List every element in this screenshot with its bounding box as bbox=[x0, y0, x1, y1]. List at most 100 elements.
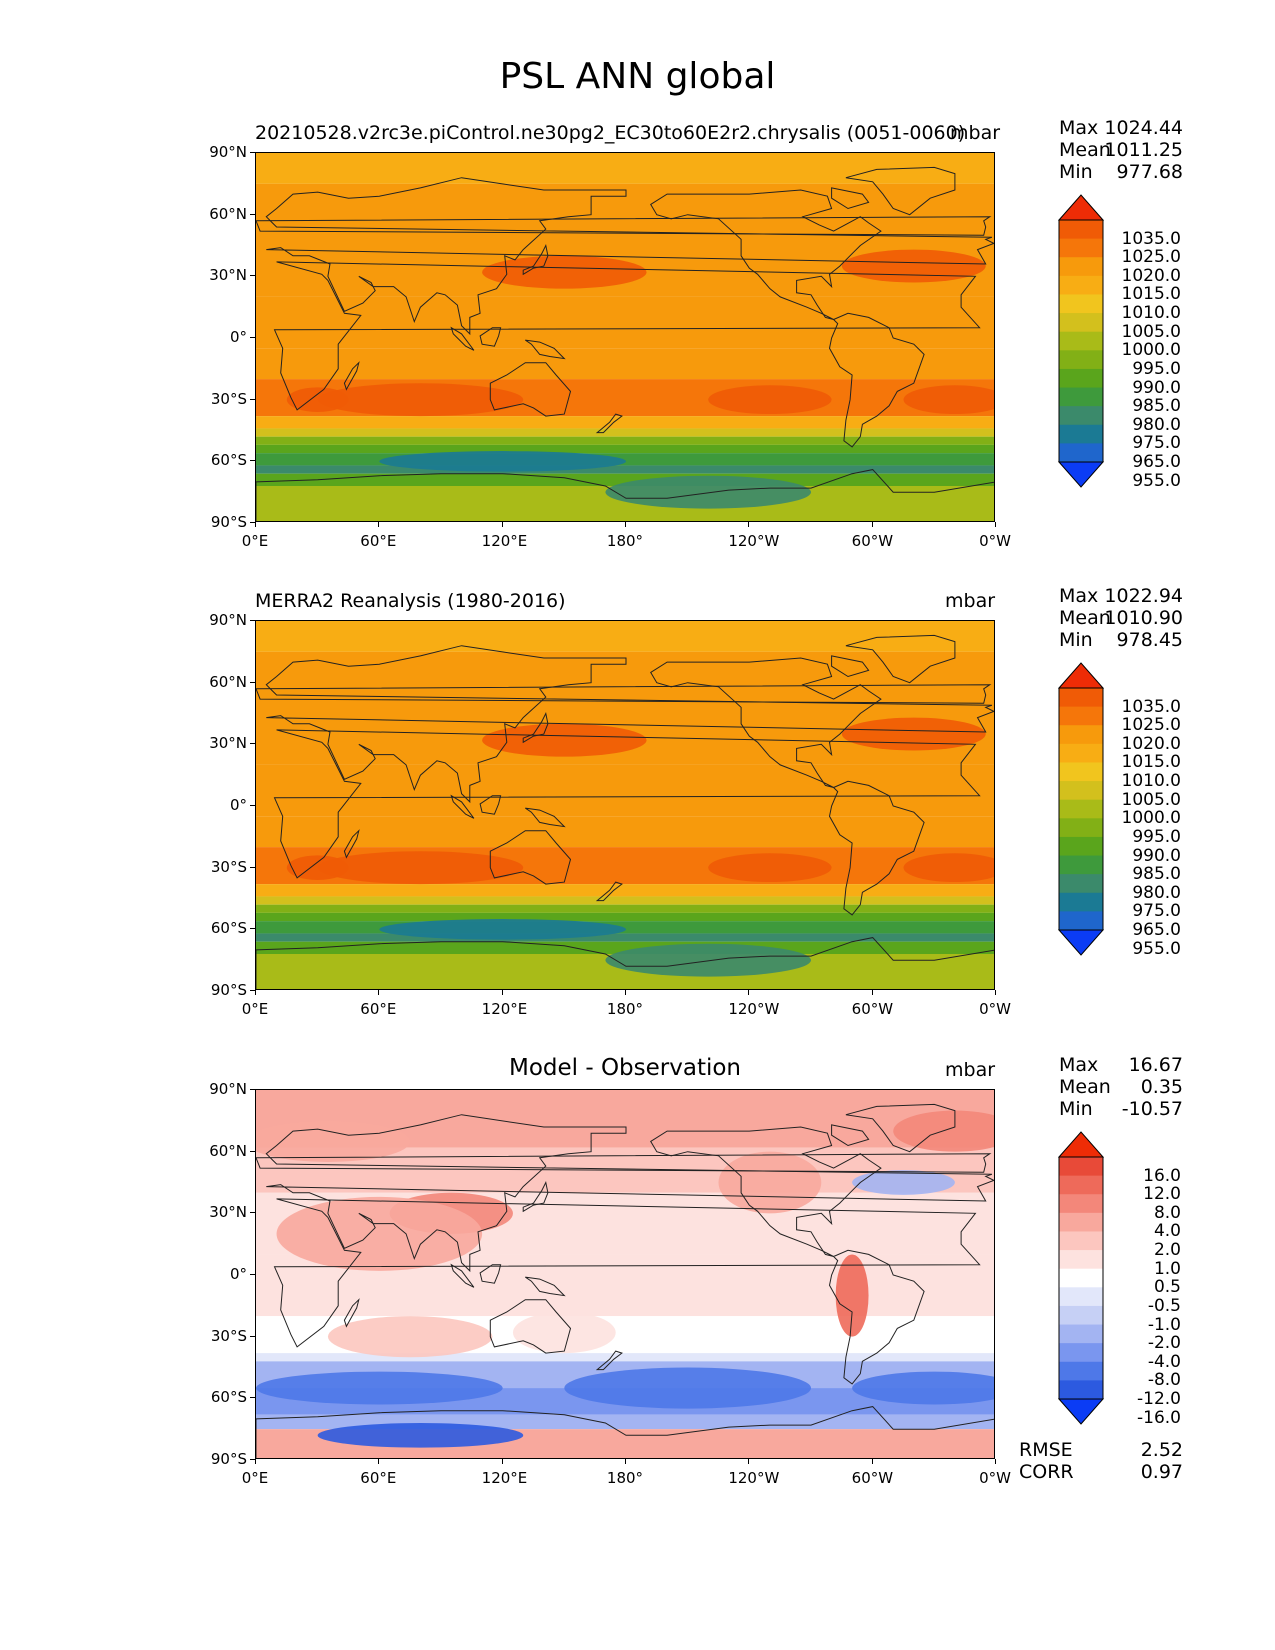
panel-1-map-svg bbox=[256, 153, 994, 521]
coastline-madagascar bbox=[343, 361, 360, 391]
lat-tick-label: 90°S bbox=[210, 981, 247, 999]
lon-tick-mark bbox=[255, 1459, 256, 1464]
lat-tick-label: 30°N bbox=[209, 1203, 247, 1222]
panel-3-field-feature bbox=[852, 1170, 955, 1195]
coastline-newguinea bbox=[525, 807, 566, 828]
lon-tick-label: 0°E bbox=[241, 532, 269, 550]
lat-tick-label: 30°N bbox=[209, 734, 247, 753]
panel-2-field-band bbox=[256, 904, 994, 913]
colorbar-tick-label: 1035.0 bbox=[1121, 696, 1181, 717]
lat-tick-label: 90°S bbox=[210, 513, 247, 531]
colorbar-extend-max bbox=[1057, 1131, 1105, 1158]
lat-tick-label: 60°S bbox=[210, 1388, 247, 1407]
panel-1-units: mbar bbox=[950, 122, 1001, 144]
lat-tick-mark bbox=[250, 152, 255, 153]
coastline-borneo bbox=[479, 1264, 502, 1284]
lat-tick-label: 60°N bbox=[209, 672, 247, 691]
coastline-sumatra bbox=[450, 326, 475, 351]
coastline-africa bbox=[273, 729, 981, 879]
colorbar-segment bbox=[1059, 1380, 1103, 1400]
lat-tick-label: 60°S bbox=[210, 919, 247, 938]
colorbar-tick-label: 985.0 bbox=[1132, 396, 1181, 417]
colorbar-segment bbox=[1059, 220, 1103, 240]
panel-1-field-band bbox=[256, 444, 994, 454]
panel-2-field-feature bbox=[379, 919, 626, 940]
lon-tick-label: 60°W bbox=[851, 1469, 894, 1487]
panel-1-map bbox=[255, 152, 995, 522]
lon-tick-mark bbox=[378, 990, 380, 995]
panel-1-field-feature bbox=[903, 385, 994, 415]
lon-tick-mark bbox=[378, 1459, 380, 1464]
colorbar-segment bbox=[1059, 443, 1103, 463]
lon-tick-label: 120°W bbox=[728, 1469, 780, 1487]
panel-3-field-feature bbox=[317, 1423, 524, 1448]
lon-tick-mark bbox=[995, 990, 996, 995]
panel-1-field-band bbox=[256, 473, 994, 486]
lon-tick-label: 60°W bbox=[851, 532, 894, 550]
colorbar-segment bbox=[1059, 911, 1103, 931]
panel-2-min-label: Min bbox=[1059, 629, 1093, 651]
coastline-namerica bbox=[650, 1126, 882, 1257]
panel-3-min-label: Min bbox=[1059, 1098, 1093, 1120]
panel-3-map-svg bbox=[256, 1090, 994, 1458]
coastline-africa bbox=[273, 261, 981, 411]
colorbar-tick-label: 1015.0 bbox=[1121, 752, 1181, 773]
coastline-newguinea bbox=[525, 339, 566, 360]
panel-2-colorbar-svg bbox=[1057, 662, 1105, 956]
coastline-samerica bbox=[828, 1249, 925, 1385]
panel-2-field-band bbox=[256, 816, 994, 848]
colorbar-segment bbox=[1059, 836, 1103, 857]
panel-1-title: 20210528.v2rc3e.piControl.ne30pg2_EC30to… bbox=[255, 122, 966, 144]
colorbar-tick-label: 955.0 bbox=[1132, 470, 1181, 491]
panel-3-field-feature bbox=[512, 1312, 616, 1354]
panel-2-field-band bbox=[256, 764, 994, 817]
lon-tick-mark bbox=[748, 1459, 750, 1464]
panel-1-field-band bbox=[256, 416, 994, 429]
coastline-madagascar bbox=[343, 829, 360, 859]
lat-tick-mark bbox=[250, 681, 255, 683]
colorbar-segment bbox=[1059, 1250, 1103, 1270]
panel-3-max-value: 16.67 bbox=[1128, 1054, 1183, 1076]
panel-2-max-label: Max bbox=[1059, 585, 1099, 607]
coastline-eurasia bbox=[265, 1114, 994, 1273]
coastline-nz bbox=[595, 881, 623, 902]
panel-3-title: Model - Observation bbox=[508, 1055, 742, 1081]
colorbar-segment bbox=[1059, 762, 1103, 782]
panel-3-units: mbar bbox=[945, 1059, 996, 1081]
colorbar-tick-label: 1000.0 bbox=[1121, 340, 1181, 361]
colorbar-segment bbox=[1059, 818, 1103, 838]
lon-tick-mark bbox=[748, 522, 750, 527]
colorbar-tick-label: 975.0 bbox=[1132, 901, 1181, 922]
coastline-uk bbox=[256, 1153, 992, 1173]
colorbar-tick-label: -12.0 bbox=[1137, 1389, 1181, 1409]
colorbar-segment bbox=[1059, 387, 1103, 407]
colorbar-segment bbox=[1059, 855, 1103, 875]
colorbar-frame bbox=[1058, 1156, 1104, 1400]
coastline-newguinea bbox=[525, 1276, 566, 1297]
colorbar-tick-label: 990.0 bbox=[1132, 377, 1181, 398]
coastline-nz bbox=[595, 413, 623, 434]
colorbar-segment bbox=[1059, 424, 1103, 444]
lon-tick-mark bbox=[625, 522, 626, 527]
panel-1-min-value: 977.68 bbox=[1116, 161, 1183, 183]
panel-2-units: mbar bbox=[945, 590, 996, 612]
panel-1-field-band bbox=[256, 296, 994, 349]
panel-1-mean-label: Mean bbox=[1059, 139, 1111, 161]
coastline-antarctica bbox=[256, 469, 994, 521]
panel-1-colorbar bbox=[1057, 194, 1105, 488]
colorbar-segment bbox=[1059, 1324, 1103, 1344]
panel-2-map bbox=[255, 620, 995, 990]
panel-1-field-feature bbox=[482, 255, 647, 289]
coastline-eurasia bbox=[265, 645, 994, 804]
colorbar-segment bbox=[1059, 743, 1103, 763]
colorbar-frame bbox=[1058, 687, 1104, 931]
colorbar-tick-label: 1000.0 bbox=[1121, 808, 1181, 829]
coastline-antarctica bbox=[256, 937, 994, 989]
colorbar-tick-label: 1005.0 bbox=[1121, 789, 1181, 810]
lon-tick-label: 120°E bbox=[481, 1000, 528, 1018]
coastline-baffin bbox=[831, 655, 870, 678]
corr-label: CORR bbox=[1019, 1461, 1074, 1483]
colorbar-tick-label: -0.5 bbox=[1147, 1295, 1181, 1316]
lon-tick-label: 120°E bbox=[481, 532, 528, 550]
panel-2-mean-label: Mean bbox=[1059, 607, 1111, 629]
